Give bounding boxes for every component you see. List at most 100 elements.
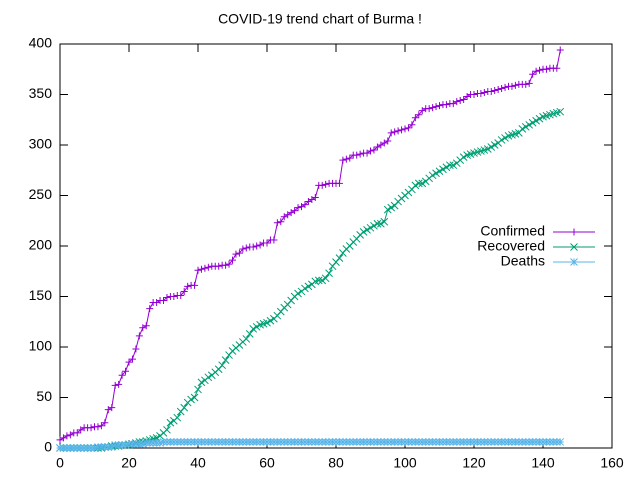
point-marker bbox=[556, 107, 565, 116]
point-marker bbox=[501, 134, 509, 142]
point-marker bbox=[191, 281, 199, 289]
y-tick-label: 100 bbox=[29, 338, 53, 354]
point-marker bbox=[477, 89, 485, 97]
point-marker bbox=[387, 203, 396, 212]
point-marker bbox=[163, 425, 171, 434]
point-marker bbox=[418, 179, 427, 188]
point-marker bbox=[359, 228, 368, 236]
point-marker bbox=[245, 330, 254, 338]
point-marker bbox=[90, 444, 99, 452]
point-marker bbox=[525, 79, 533, 87]
point-marker bbox=[146, 305, 154, 313]
point-marker bbox=[87, 424, 95, 432]
point-marker bbox=[94, 423, 102, 431]
point-marker bbox=[487, 87, 495, 95]
point-marker bbox=[528, 118, 537, 127]
point-marker bbox=[263, 239, 271, 247]
point-marker bbox=[218, 361, 227, 370]
point-marker bbox=[194, 266, 202, 274]
point-marker bbox=[225, 260, 233, 268]
point-marker bbox=[383, 205, 392, 214]
point-marker bbox=[160, 297, 167, 305]
point-marker bbox=[177, 291, 185, 299]
point-marker bbox=[325, 269, 333, 278]
point-marker bbox=[425, 105, 433, 113]
point-marker bbox=[291, 207, 299, 215]
point-marker bbox=[432, 103, 440, 111]
point-marker bbox=[494, 85, 502, 93]
point-marker bbox=[142, 322, 150, 330]
legend-label: Deaths bbox=[501, 253, 545, 269]
point-marker bbox=[370, 146, 378, 154]
point-marker bbox=[194, 385, 202, 394]
point-marker bbox=[321, 274, 330, 283]
point-marker bbox=[414, 179, 423, 188]
point-marker bbox=[453, 98, 461, 106]
point-marker bbox=[201, 264, 209, 272]
point-marker bbox=[460, 96, 468, 104]
point-marker bbox=[398, 126, 406, 134]
point-marker bbox=[442, 163, 451, 172]
point-marker bbox=[263, 318, 271, 327]
point-marker bbox=[521, 122, 530, 131]
point-marker bbox=[353, 151, 361, 159]
x-tick-label: 120 bbox=[462, 455, 486, 471]
point-marker bbox=[294, 289, 302, 298]
point-marker bbox=[487, 143, 496, 151]
point-marker bbox=[376, 219, 385, 228]
point-marker bbox=[384, 137, 392, 145]
y-tick-label: 50 bbox=[36, 388, 52, 404]
x-tick-label: 80 bbox=[328, 455, 344, 471]
point-marker bbox=[318, 276, 327, 285]
point-marker bbox=[252, 322, 261, 331]
point-marker bbox=[401, 125, 409, 133]
legend-marker bbox=[570, 228, 578, 236]
point-marker bbox=[483, 145, 492, 153]
point-marker bbox=[111, 381, 119, 389]
point-marker bbox=[204, 373, 213, 382]
point-marker bbox=[115, 380, 123, 388]
point-marker bbox=[556, 46, 564, 54]
point-marker bbox=[436, 102, 443, 110]
y-tick-label: 400 bbox=[29, 35, 53, 51]
point-marker bbox=[125, 358, 133, 366]
point-marker bbox=[556, 438, 565, 446]
point-marker bbox=[442, 101, 450, 109]
point-marker bbox=[508, 82, 516, 90]
point-marker bbox=[173, 413, 182, 422]
point-marker bbox=[456, 97, 464, 105]
point-marker bbox=[121, 441, 130, 449]
point-marker bbox=[135, 332, 143, 340]
point-marker bbox=[542, 65, 550, 73]
point-marker bbox=[498, 84, 506, 92]
x-tick-label: 0 bbox=[56, 455, 64, 471]
point-marker bbox=[394, 127, 402, 135]
point-marker bbox=[253, 242, 261, 250]
point-marker bbox=[553, 64, 561, 72]
point-marker bbox=[314, 276, 323, 285]
point-marker bbox=[411, 114, 419, 122]
y-tick-label: 0 bbox=[44, 439, 52, 455]
y-tick-label: 200 bbox=[29, 237, 53, 253]
x-tick-label: 100 bbox=[393, 455, 417, 471]
point-marker bbox=[511, 81, 519, 89]
point-marker bbox=[239, 245, 247, 253]
point-marker bbox=[342, 155, 350, 163]
point-marker bbox=[242, 335, 251, 343]
point-marker bbox=[301, 284, 309, 293]
point-marker bbox=[301, 201, 309, 209]
point-marker bbox=[445, 161, 454, 170]
point-marker bbox=[404, 124, 412, 132]
point-marker bbox=[266, 316, 275, 325]
point-marker bbox=[459, 153, 468, 161]
chart-title: COVID-19 trend chart of Burma ! bbox=[218, 11, 422, 27]
point-marker bbox=[501, 83, 509, 91]
point-marker bbox=[335, 179, 343, 187]
point-marker bbox=[107, 443, 116, 451]
x-tick-label: 140 bbox=[531, 455, 555, 471]
point-marker bbox=[122, 367, 130, 375]
y-tick-label: 350 bbox=[29, 85, 53, 101]
point-marker bbox=[536, 66, 544, 74]
point-marker bbox=[497, 136, 506, 144]
point-marker bbox=[346, 154, 354, 162]
